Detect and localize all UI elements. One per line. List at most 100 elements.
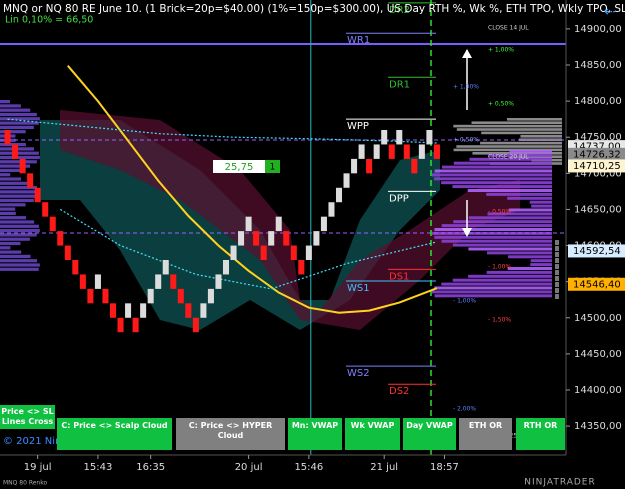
brick — [185, 303, 192, 318]
brick — [79, 274, 86, 289]
brick — [305, 245, 312, 260]
profile-bar — [452, 278, 552, 282]
brick — [230, 245, 237, 260]
toggle-button[interactable]: C: Price <> HYPER Cloud — [176, 418, 285, 450]
brick — [87, 288, 94, 304]
profile-bar — [452, 185, 552, 189]
brick — [381, 130, 388, 145]
brick — [290, 245, 297, 260]
toggle-button[interactable]: Mn: VWAP — [288, 418, 342, 450]
profile-bar — [0, 194, 39, 198]
brick — [328, 202, 335, 217]
profile-bar — [0, 203, 26, 207]
profile-bar — [0, 108, 31, 112]
price-marker — [568, 159, 625, 173]
toggle-button[interactable]: Price <> SL Lines Cross — [0, 405, 55, 429]
brick — [238, 231, 245, 246]
x-tick-label: 16:35 — [136, 462, 165, 473]
back-icon[interactable]: ⇠ — [604, 4, 616, 20]
profile-bar — [508, 255, 552, 259]
profile-bar — [434, 286, 552, 290]
annotation: + 0,50% — [488, 101, 514, 108]
annotation: - 1,00% — [453, 298, 476, 305]
profile-bar — [468, 274, 552, 278]
profile-bar — [555, 288, 559, 293]
brick — [140, 303, 147, 318]
profile-bar — [432, 173, 552, 177]
y-axis-area — [566, 0, 625, 455]
toggle-button[interactable]: C: Price <> Scalp Cloud — [57, 418, 172, 450]
profile-bar — [531, 204, 552, 208]
brick — [351, 158, 358, 174]
profile-bar — [452, 243, 552, 247]
profile-bar — [0, 168, 21, 172]
brick — [253, 231, 260, 246]
profile-bar — [434, 177, 552, 181]
price-marker-label: 14710,25 — [573, 161, 621, 172]
profile-bar — [434, 294, 552, 298]
brick — [418, 144, 425, 159]
profile-bar — [0, 211, 16, 215]
profile-bar — [0, 181, 31, 185]
brick — [132, 317, 139, 333]
toggle-button[interactable]: Wk VWAP — [345, 418, 400, 450]
profile-bar — [0, 229, 40, 233]
profile-bar — [0, 198, 34, 203]
brick — [147, 288, 154, 304]
toggle-button[interactable]: ETH OR — [459, 418, 512, 450]
annotation: - 2,00% — [453, 406, 476, 413]
profile-bar — [0, 216, 27, 220]
brick — [245, 216, 252, 232]
profile-bar — [0, 173, 11, 177]
brick — [268, 231, 275, 246]
brick — [72, 260, 79, 275]
pivot-label: WS2 — [347, 368, 370, 379]
toggle-button[interactable]: RTH OR — [516, 418, 565, 450]
brick — [298, 260, 305, 275]
profile-bar — [488, 153, 552, 157]
profile-bar — [0, 130, 26, 134]
y-tick-label: 14350,00 — [574, 421, 622, 432]
brick — [260, 245, 267, 260]
pivot-label: DR2 — [389, 5, 410, 16]
profile-bar — [0, 104, 21, 108]
pivot-label: DS2 — [389, 386, 409, 397]
y-tick-label: 14750,00 — [574, 132, 622, 143]
profile-bar — [507, 267, 552, 270]
order-qty: 1 — [270, 163, 276, 173]
profile-bar — [467, 189, 552, 192]
profile-bar — [555, 294, 559, 299]
brick — [200, 303, 207, 318]
profile-bar — [442, 165, 552, 169]
y-tick-label: 14800,00 — [574, 96, 622, 107]
y-tick-label: 14650,00 — [574, 204, 622, 215]
pivot-label: WS1 — [347, 283, 370, 294]
toggle-button[interactable]: Day VWAP — [403, 418, 456, 450]
price-marker — [568, 147, 625, 161]
profile-bar — [0, 155, 40, 160]
brick — [57, 231, 64, 246]
order-box[interactable] — [213, 160, 265, 173]
price-marker-label: 14737,00 — [573, 142, 621, 153]
brick — [283, 231, 290, 246]
profile-bar — [0, 151, 39, 155]
profile-bar — [520, 135, 562, 138]
brick — [335, 187, 343, 203]
price-marker-label: 14592,54 — [573, 246, 621, 257]
order-qty-box[interactable] — [265, 160, 280, 173]
profile-bar — [487, 251, 552, 255]
profile-bar — [530, 263, 552, 267]
profile-bar — [469, 157, 552, 161]
profile-bar — [0, 254, 31, 258]
brick — [34, 187, 41, 203]
profile-bar — [555, 270, 559, 275]
price-marker-label: 14726,32 — [573, 149, 621, 160]
profile-bar — [453, 220, 552, 224]
profile-bar — [481, 131, 562, 135]
profile-bar — [0, 125, 34, 129]
profile-bar — [0, 190, 40, 194]
profile-bar — [471, 121, 562, 124]
profile-bar — [453, 148, 562, 152]
annotation: + 1,00% — [453, 84, 479, 91]
profile-bar — [453, 161, 552, 165]
